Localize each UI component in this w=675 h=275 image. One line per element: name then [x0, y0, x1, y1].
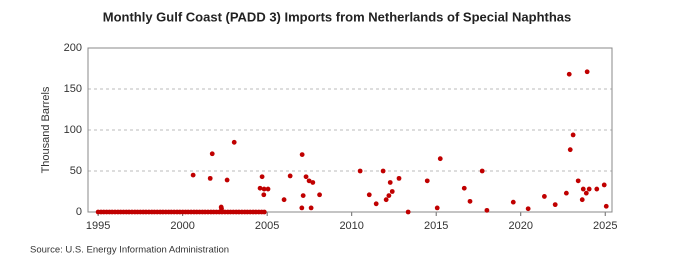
y-tick-label: 100	[64, 124, 82, 136]
point	[300, 193, 306, 199]
point	[484, 207, 490, 213]
point	[437, 156, 443, 162]
point	[594, 186, 600, 192]
point	[603, 203, 609, 209]
point	[566, 71, 572, 77]
y-axis-label: Thousand Barrels	[40, 86, 52, 173]
point	[467, 198, 473, 204]
point	[219, 206, 224, 212]
point	[310, 180, 316, 185]
point	[424, 178, 430, 184]
point	[510, 199, 516, 205]
point	[386, 193, 392, 199]
point	[281, 197, 287, 203]
point	[261, 209, 267, 215]
chart-title: Monthly Gulf Coast (PADD 3) Imports from…	[103, 9, 572, 24]
point	[259, 174, 265, 180]
x-tick-label: 2000	[170, 220, 194, 232]
source: Source: U.S. Energy Information Administ…	[30, 245, 229, 256]
point	[224, 177, 230, 183]
x-tick-label: 2020	[508, 220, 532, 232]
point	[383, 197, 389, 203]
point	[373, 201, 379, 207]
point	[563, 190, 569, 196]
x-tick-label: 1995	[86, 220, 110, 232]
point	[299, 205, 305, 211]
point	[207, 175, 213, 181]
point	[209, 151, 215, 157]
point	[396, 175, 402, 181]
x-tick-label: 2015	[424, 220, 448, 232]
point	[299, 152, 305, 158]
point	[287, 173, 293, 179]
point	[567, 147, 573, 153]
y-tick-label: 150	[64, 83, 82, 95]
x-tick-label: 2025	[593, 220, 617, 232]
point	[380, 168, 386, 174]
point	[575, 178, 581, 184]
point	[583, 190, 589, 196]
point	[261, 186, 267, 192]
point	[357, 168, 363, 174]
point	[525, 206, 531, 212]
y-tick-label: 0	[76, 206, 82, 218]
point	[265, 186, 271, 192]
point	[579, 197, 585, 203]
point	[570, 132, 576, 138]
point	[308, 205, 314, 211]
point	[586, 186, 592, 192]
point	[461, 185, 467, 191]
point	[405, 209, 411, 215]
point	[580, 186, 586, 192]
x-tick-label: 2005	[255, 220, 279, 232]
point	[303, 174, 309, 180]
point	[387, 180, 393, 185]
point	[479, 168, 485, 174]
point	[261, 192, 267, 198]
point	[317, 192, 322, 198]
point	[584, 69, 590, 75]
point	[257, 185, 263, 191]
point	[366, 192, 372, 198]
plot-frame	[87, 47, 613, 213]
point	[541, 194, 547, 199]
x-tick-label: 2010	[339, 220, 363, 232]
point	[306, 178, 312, 184]
point	[552, 202, 558, 208]
point	[389, 189, 395, 194]
point	[601, 182, 607, 188]
y-tick-label: 200	[64, 42, 82, 54]
point	[190, 172, 196, 178]
point	[231, 139, 237, 145]
point	[434, 205, 440, 211]
y-tick-label: 50	[70, 165, 82, 177]
